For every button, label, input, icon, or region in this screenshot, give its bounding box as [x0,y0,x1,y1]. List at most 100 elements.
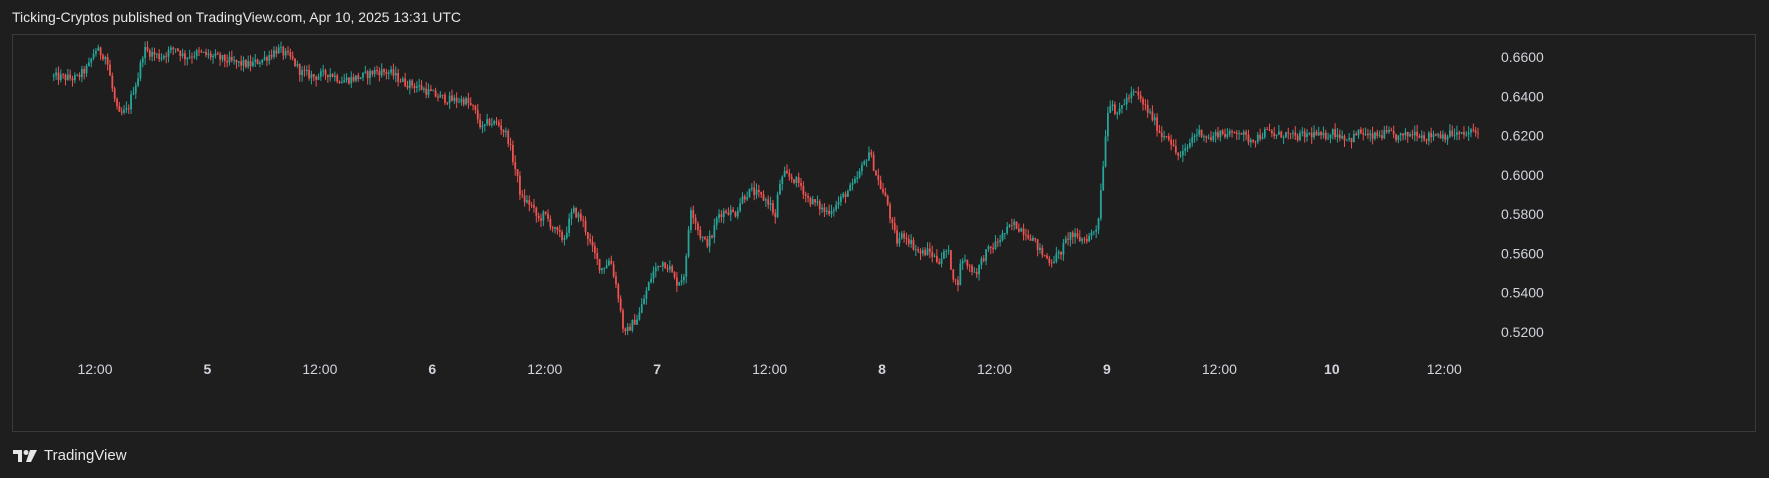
candle-body [125,108,128,110]
candle-body [1418,136,1421,138]
candle-body [458,101,460,103]
candle-body [422,88,425,90]
candle-body [781,176,784,184]
candle-body [601,268,603,271]
candle-body [795,177,798,183]
x-axis-tick-label: 8 [878,361,886,377]
candle-body [483,124,486,126]
candle-body [130,94,132,110]
candle-body [687,229,690,257]
candle-body [1132,91,1135,93]
candle-body [296,64,299,66]
candle-body [390,69,392,73]
candle-body [572,207,575,213]
candle-body [497,122,500,126]
candle-body [57,72,60,80]
candle-body [469,103,472,105]
candle-body [490,123,493,125]
candle-body [1217,132,1219,138]
candle-body [184,53,186,60]
candle-body [333,75,336,77]
candle-body [338,81,341,83]
candle-body [254,59,257,62]
candle-body [879,180,882,189]
candle-body [542,211,545,221]
candle-body [1053,261,1055,264]
candle-body [570,212,573,219]
candle-body [1085,238,1088,242]
candle-body [1083,238,1086,240]
candle-body [1191,137,1194,143]
tradingview-footer: TradingView [12,447,127,464]
candle-body [76,74,79,76]
candle-body [776,194,779,218]
candle-body [1188,142,1191,148]
candle-body [603,268,606,269]
candle-body [1165,135,1168,137]
candle-body [420,85,423,90]
y-axis-tick-label: 0.6200 [1501,128,1544,144]
candle-body [769,203,772,205]
x-axis-tick-label: 6 [428,361,436,377]
candle-body [308,70,310,79]
candle-body [971,265,973,272]
candle-body [821,207,824,210]
candle-body [1174,146,1177,153]
chart-frame[interactable]: 0.6600 0.6400 0.6200 0.6000 0.5800 0.5600 0.54… [12,34,1756,432]
candle-body [177,48,179,51]
candle-body [1102,166,1105,191]
candle-body [193,56,196,58]
candle-body [1123,104,1126,106]
candle-body [1067,238,1069,240]
candle-body [1399,133,1402,136]
candle-body [430,89,432,91]
candle-body [1137,91,1140,96]
candle-body [1092,231,1095,233]
candle-body [1289,133,1292,135]
candle-body [1022,228,1025,235]
candle-body [1242,131,1245,135]
candle-body [1474,130,1477,133]
candle-body [1043,254,1046,256]
candle-body [439,94,442,98]
candle-body [1266,129,1269,131]
candle-body [683,276,685,281]
candle-body [476,109,479,120]
candle-body [167,50,170,57]
candle-body [612,264,615,277]
candle-body [214,53,217,56]
candle-body [273,50,275,57]
candle-body [111,75,114,89]
candle-body [310,74,313,79]
candlestick-chart[interactable]: 0.6600 0.6400 0.6200 0.6000 0.5800 0.5600 0.54… [13,35,1757,433]
candle-body [519,175,521,195]
candle-body [1027,235,1030,239]
candle-body [1104,136,1107,167]
candle-body [523,195,526,203]
candle-body [380,69,383,76]
candle-body [959,263,962,286]
candle-body [495,121,498,123]
candle-body [825,210,828,212]
candle-body [767,199,770,205]
x-axis-tick-label: 12:00 [1202,361,1237,377]
candle-body [132,93,135,95]
candle-body [924,250,927,256]
candle-body [563,237,566,240]
candle-body [626,326,629,332]
candle-body [1320,132,1322,136]
candle-body [690,210,692,230]
candle-body [533,205,535,208]
candle-body [1458,132,1461,134]
candle-body [1371,133,1374,139]
x-axis-tick-label: 5 [204,361,212,377]
candle-body [722,211,725,218]
candle-body [1114,104,1116,114]
candle-body [493,121,496,124]
candle-body [1121,105,1123,109]
candle-body [432,90,435,92]
candle-body [301,70,303,76]
candle-body [1292,132,1294,134]
candle-body [1060,251,1062,255]
candle-body [1048,258,1051,263]
